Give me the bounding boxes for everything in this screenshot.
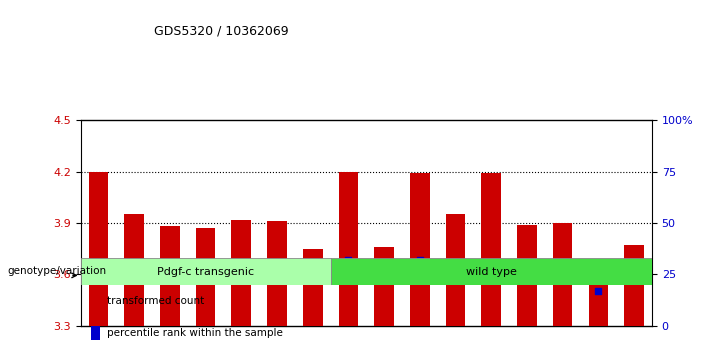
Bar	[124, 215, 144, 326]
Bar	[303, 249, 322, 326]
Point	[164, 266, 175, 271]
Point	[414, 257, 426, 263]
Point	[593, 288, 604, 293]
Bar	[589, 279, 608, 326]
Point	[307, 267, 318, 273]
Bar	[553, 223, 573, 326]
Point	[128, 261, 139, 267]
Bar	[374, 247, 394, 326]
Bar	[625, 245, 644, 326]
Bar	[482, 173, 501, 326]
Text: transformed count: transformed count	[107, 296, 204, 306]
Text: wild type: wild type	[465, 267, 517, 277]
Point	[343, 257, 354, 263]
FancyBboxPatch shape	[81, 258, 331, 285]
Text: genotype/variation: genotype/variation	[7, 266, 106, 276]
Point	[236, 261, 247, 267]
Bar	[517, 225, 537, 326]
Point	[557, 263, 569, 269]
Text: GDS5320 / 10362069: GDS5320 / 10362069	[154, 25, 289, 38]
Point	[522, 269, 533, 275]
Text: percentile rank within the sample: percentile rank within the sample	[107, 328, 283, 338]
Bar	[196, 228, 215, 326]
Point	[379, 267, 390, 273]
Point	[271, 266, 283, 271]
Bar	[446, 215, 465, 326]
Point	[93, 259, 104, 265]
Bar	[231, 219, 251, 326]
Bar	[88, 172, 108, 326]
Bar	[339, 172, 358, 326]
Bar	[160, 227, 179, 326]
Text: Pdgf-c transgenic: Pdgf-c transgenic	[157, 267, 254, 277]
Bar	[267, 221, 287, 326]
FancyBboxPatch shape	[331, 258, 652, 285]
Bar	[410, 173, 430, 326]
Point	[629, 267, 640, 273]
Point	[450, 261, 461, 267]
Point	[200, 272, 211, 277]
Point	[486, 261, 497, 267]
